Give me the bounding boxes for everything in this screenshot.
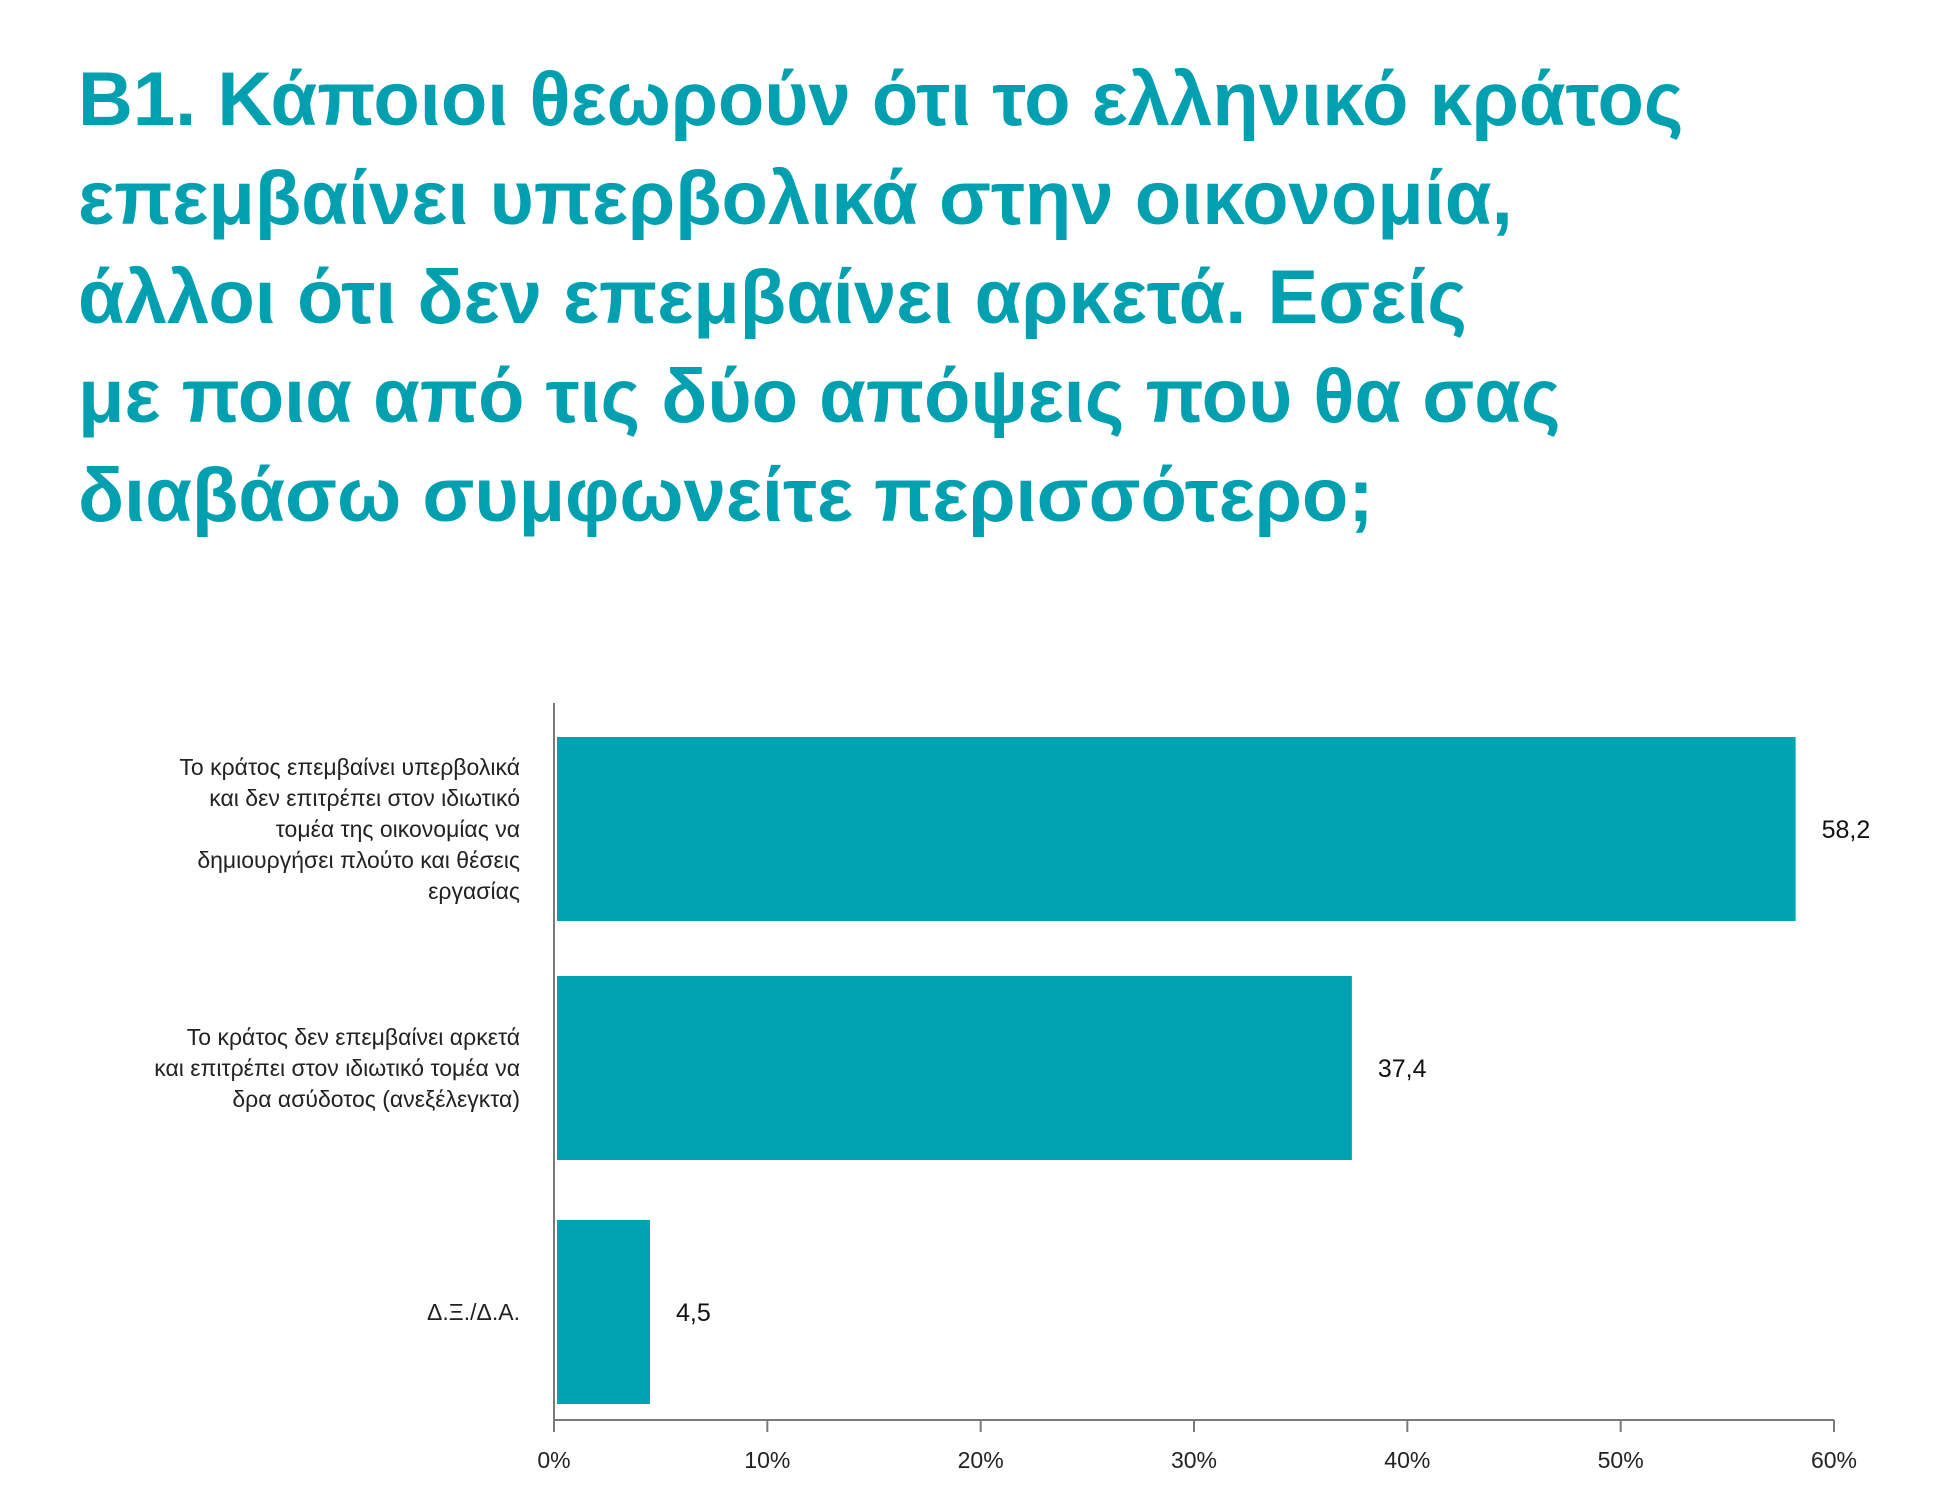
x-tick-label: 10%: [744, 1447, 790, 1473]
value-label: 58,2: [1822, 816, 1871, 844]
title-line: άλλοι ότι δεν επεμβαίνει αρκετά. Εσείς: [78, 255, 1467, 340]
title-line: με ποια από τις δύο απόψεις που θα σας: [78, 354, 1561, 439]
category-label-line: Δ.Ξ./Δ.Α.: [427, 1299, 520, 1325]
bars-layer: 58,2 37,4 4,5: [557, 737, 1870, 1404]
x-tick-label: 50%: [1598, 1447, 1644, 1473]
x-tick-label: 0%: [537, 1447, 570, 1473]
title-line: B1. Κάποιοι θεωρούν ότι το ελληνικό κράτ…: [78, 57, 1684, 142]
category-label-line: εργασίας: [428, 878, 520, 904]
category-label: Δ.Ξ./Δ.Α.: [427, 1299, 520, 1325]
category-label-line: και δεν επιτρέπει στον ιδιωτικό: [209, 785, 520, 811]
bar: [557, 976, 1352, 1160]
x-axis: 0% 10% 20% 30% 40% 50% 60%: [537, 703, 1857, 1473]
value-label: 4,5: [676, 1299, 711, 1327]
category-label: Το κράτος επεμβαίνει υπερβολικά και δεν ε…: [179, 754, 520, 904]
category-label-line: και επιτρέπει στον ιδιωτικό τομέα να: [154, 1055, 520, 1081]
value-label: 37,4: [1378, 1055, 1427, 1083]
x-tick-label: 40%: [1384, 1447, 1430, 1473]
category-label: Το κράτος δεν επεμβαίνει αρκετά και επιτρ…: [154, 1024, 520, 1112]
x-tick-label: 30%: [1171, 1447, 1217, 1473]
title-line: επεμβαίνει υπερβολικά στην οικονομία,: [78, 156, 1513, 241]
bar: [557, 737, 1796, 921]
x-tick-label: 20%: [958, 1447, 1004, 1473]
category-labels: Το κράτος επεμβαίνει υπερβολικά και δεν ε…: [154, 754, 520, 1325]
category-label-line: Το κράτος επεμβαίνει υπερβολικά: [179, 754, 520, 780]
title-line: διαβάσω συμφωνείτε περισσότερο;: [78, 453, 1374, 538]
bar: [557, 1220, 650, 1404]
category-label-line: Το κράτος δεν επεμβαίνει αρκετά: [187, 1024, 520, 1050]
category-label-line: τομέα της οικονομίας να: [276, 816, 520, 842]
category-label-line: δρα ασύδοτος (ανεξέλεγκτα): [232, 1086, 520, 1112]
page-title: B1. Κάποιοι θεωρούν ότι το ελληνικό κράτ…: [78, 50, 1878, 545]
x-tick-label: 60%: [1811, 1447, 1857, 1473]
category-label-line: δημιουργήσει πλούτο και θέσεις: [197, 847, 520, 873]
